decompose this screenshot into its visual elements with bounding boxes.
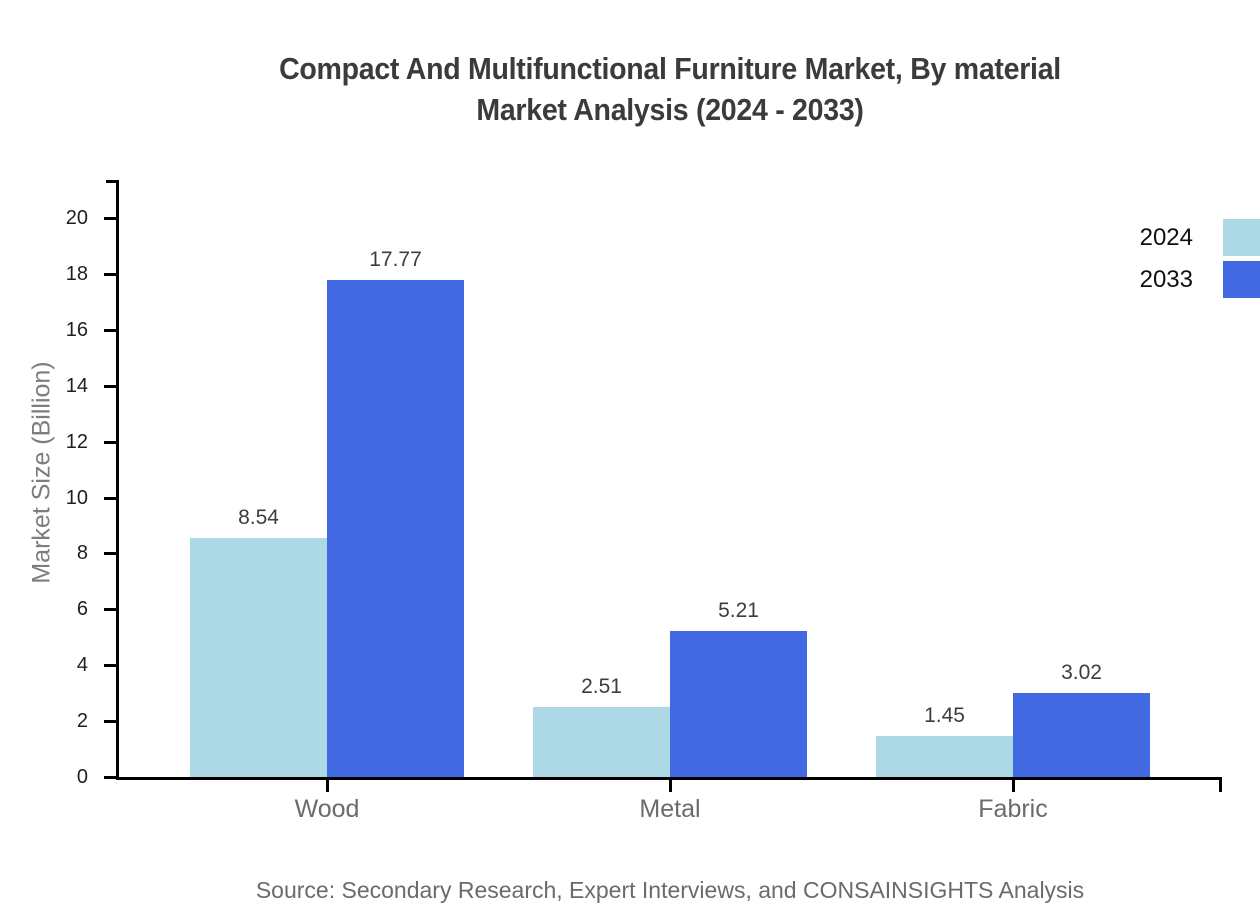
legend-label: 2033 bbox=[1139, 266, 1193, 293]
chart-title-line2: Market Analysis (2024 - 2033) bbox=[476, 92, 864, 127]
chart-title-line1: Compact And Multifunctional Furniture Ma… bbox=[279, 51, 1061, 86]
bar-2033-fabric bbox=[1013, 692, 1150, 777]
x-axis-end-tick bbox=[1219, 777, 1222, 792]
y-axis-end-cap bbox=[106, 180, 118, 183]
y-tick bbox=[104, 328, 116, 332]
y-tick-label: 16 bbox=[65, 318, 88, 341]
y-tick bbox=[104, 552, 116, 556]
source-note: Source: Secondary Research, Expert Inter… bbox=[255, 877, 1085, 903]
y-tick-label: 4 bbox=[76, 654, 88, 677]
bar-2033-wood bbox=[327, 280, 464, 777]
y-tick bbox=[104, 496, 116, 500]
legend-swatch bbox=[1223, 261, 1260, 298]
bar-2024-fabric bbox=[876, 736, 1013, 777]
x-category-label: Metal bbox=[639, 795, 701, 823]
y-tick-label: 20 bbox=[65, 207, 88, 229]
y-tick bbox=[104, 217, 116, 220]
y-tick bbox=[104, 608, 116, 612]
bar-2024-wood bbox=[190, 538, 327, 777]
bar-value-label: 5.21 bbox=[718, 599, 759, 623]
x-tick bbox=[326, 777, 329, 792]
y-tick-label: 10 bbox=[65, 486, 88, 509]
y-tick bbox=[104, 384, 116, 388]
y-tick-label: 6 bbox=[76, 598, 88, 621]
y-tick-label: 0 bbox=[76, 766, 88, 788]
x-category-label: Wood bbox=[294, 795, 360, 823]
bar-value-label: 2.51 bbox=[581, 674, 622, 698]
legend-label: 2024 bbox=[1139, 224, 1193, 251]
y-tick-label: 12 bbox=[65, 430, 88, 453]
bar-value-label: 17.77 bbox=[369, 248, 422, 272]
chart-title: Compact And Multifunctional Furniture Ma… bbox=[162, 48, 1178, 130]
bar-2033-metal bbox=[670, 631, 807, 777]
x-category-label: Fabric bbox=[978, 795, 1048, 823]
x-tick bbox=[1012, 777, 1015, 792]
bar-value-label: 8.54 bbox=[238, 506, 279, 530]
bar-value-label: 1.45 bbox=[924, 704, 965, 728]
bar-2024-metal bbox=[533, 706, 670, 777]
y-tick bbox=[104, 664, 116, 668]
y-tick-label: 2 bbox=[76, 710, 88, 733]
y-tick-label: 14 bbox=[65, 374, 88, 397]
y-tick bbox=[104, 440, 116, 444]
y-axis-line bbox=[116, 180, 119, 780]
legend-swatch bbox=[1223, 219, 1260, 256]
bar-value-label: 3.02 bbox=[1061, 660, 1102, 684]
y-tick-label: 18 bbox=[65, 262, 88, 285]
x-tick bbox=[669, 777, 672, 792]
y-tick bbox=[104, 720, 116, 724]
y-tick bbox=[104, 776, 116, 779]
y-tick bbox=[104, 272, 116, 276]
y-tick-label: 8 bbox=[76, 542, 88, 565]
